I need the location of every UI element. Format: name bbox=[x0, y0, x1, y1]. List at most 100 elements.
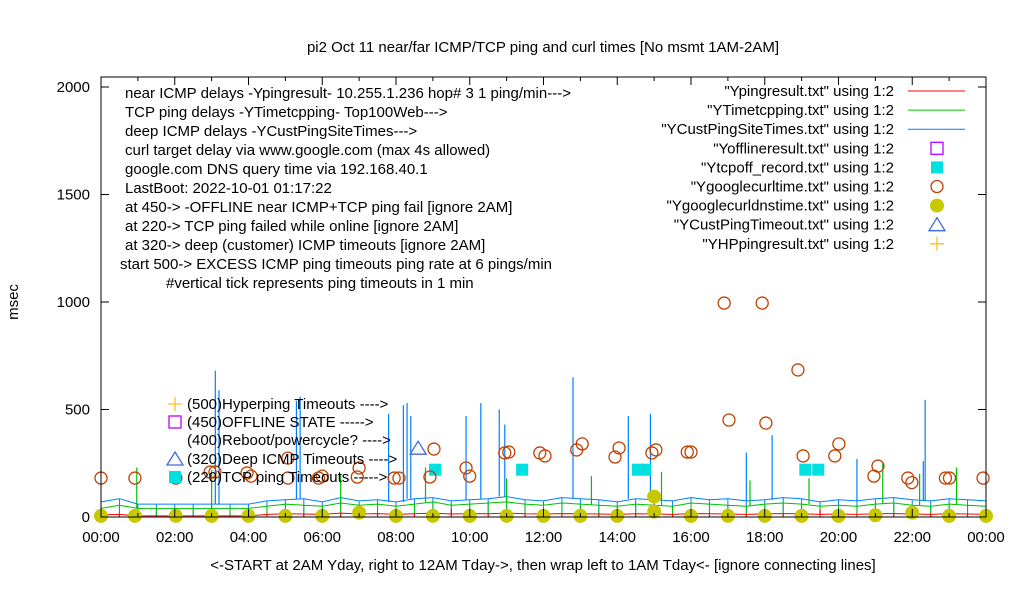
Ygooglecurltime-point bbox=[942, 471, 957, 485]
Ytcpoff_record-point bbox=[799, 463, 812, 476]
legend-label: "YTimetcpping.txt" using 1:2 bbox=[707, 102, 894, 119]
Ytcpoff_record-point bbox=[812, 463, 825, 476]
legend-marker-swatch bbox=[927, 216, 947, 232]
Ygooglecurltime-point bbox=[244, 469, 258, 483]
Ygooglecurltime-point bbox=[976, 471, 990, 485]
legend-marker-swatch bbox=[930, 141, 944, 155]
Ygooglecurltime-point bbox=[427, 442, 441, 456]
x-tick-label: 20:00 bbox=[820, 529, 858, 546]
x-tick-label: 08:00 bbox=[377, 529, 415, 546]
Ygooglecurltime-point bbox=[905, 475, 919, 490]
note-line: start 500-> EXCESS ICMP ping timeouts pi… bbox=[120, 256, 552, 273]
x-tick-label: 02:00 bbox=[156, 529, 194, 546]
marker-label-icon bbox=[165, 450, 185, 466]
note-line: google.com DNS query time via 192.168.40… bbox=[125, 161, 428, 178]
chart-title: pi2 Oct 11 near/far ICMP/TCP ping and cu… bbox=[307, 39, 779, 56]
Ygooglecurltime-point bbox=[612, 441, 626, 455]
note-line: at 450-> -OFFLINE near ICMP+TCP ping fai… bbox=[125, 199, 512, 216]
Ygooglecurltime-point bbox=[538, 449, 552, 463]
Ygooglecurldnstime-point bbox=[647, 504, 662, 519]
marker-label-icon bbox=[169, 471, 181, 483]
y-axis-label: msec bbox=[5, 284, 22, 320]
note-line: #vertical tick represents ping timeouts … bbox=[166, 275, 474, 292]
axes: 0 500 1000 1500 2000 00:00 02:00 04:00 06:00 08:0… bbox=[57, 76, 1005, 546]
note-line: at 320-> deep (customer) ICMP timeouts [… bbox=[125, 237, 485, 254]
Ygooglecurltime-point bbox=[871, 459, 885, 473]
marker-label: (400)Reboot/powercycle? ----> bbox=[187, 432, 391, 449]
x-tick-label: 14:00 bbox=[598, 529, 636, 546]
x-tick-label: 04:00 bbox=[230, 529, 268, 546]
Ygooglecurltime-point bbox=[645, 446, 659, 460]
Ygooglecurltime-point bbox=[502, 445, 516, 459]
x-tick-label: 10:00 bbox=[451, 529, 489, 546]
y-tick-label: 0 bbox=[82, 509, 90, 526]
legend-label: "Ygooglecurldnstime.txt" using 1:2 bbox=[667, 198, 894, 215]
annotation-notes: near ICMP delays -Ypingresult- 10.255.1.… bbox=[120, 85, 571, 292]
legend-label: "Yofflineresult.txt" using 1:2 bbox=[713, 140, 894, 157]
legend-marker-swatch bbox=[930, 179, 944, 194]
x-tick-label: 06:00 bbox=[303, 529, 341, 546]
x-tick-label: 18:00 bbox=[746, 529, 784, 546]
Ygooglecurltime-point bbox=[575, 437, 589, 451]
Ygooglecurldnstime-point bbox=[127, 508, 142, 523]
note-line: near ICMP delays -Ypingresult- 10.255.1.… bbox=[125, 85, 571, 102]
y-tick-label: 1000 bbox=[57, 294, 90, 311]
legend-label: "YHPpingresult.txt" using 1:2 bbox=[702, 236, 894, 253]
Ytcpoff_record-point bbox=[516, 463, 529, 476]
marker-label: (220)TCP ping Timeouts -----> bbox=[187, 469, 387, 486]
Ygooglecurltime-point bbox=[128, 471, 142, 485]
legend-marker-swatch bbox=[930, 198, 944, 213]
Ygooglecurltime-point bbox=[901, 471, 915, 485]
Ygooglecurltime-point bbox=[755, 296, 769, 310]
Ygooglecurltime-point bbox=[315, 469, 329, 483]
y-tick-label: 500 bbox=[65, 402, 90, 419]
Ytcpoff_record-point bbox=[638, 463, 651, 476]
note-line: at 220-> TCP ping failed while online [i… bbox=[125, 218, 458, 235]
Ygooglecurltime-point bbox=[649, 443, 663, 457]
Ygooglecurltime-point bbox=[684, 445, 698, 459]
Ygooglecurltime-point bbox=[791, 363, 805, 377]
Ygooglecurltime-point bbox=[608, 450, 622, 464]
x-axis-label: <-START at 2AM Yday, right to 12AM Tday-… bbox=[210, 557, 875, 574]
Ygooglecurltime-point bbox=[796, 449, 810, 463]
note-line: TCP ping delays -YTimetcpping- Top100Web… bbox=[125, 104, 448, 121]
marker-label-icon bbox=[168, 397, 182, 411]
Ygooglecurltime-point bbox=[392, 471, 406, 485]
Ygooglecurltime-point bbox=[281, 471, 295, 485]
legend-label: "Ypingresult.txt" using 1:2 bbox=[724, 83, 894, 100]
Ygooglecurltime-point bbox=[680, 445, 694, 459]
Ygooglecurltime-point bbox=[463, 469, 477, 483]
x-tick-label: 00:00 bbox=[967, 529, 1005, 546]
Ytcpoff_record-point bbox=[429, 463, 442, 476]
x-tick-label: 22:00 bbox=[893, 529, 931, 546]
legend-label: "Ytcpoff_record.txt" using 1:2 bbox=[701, 159, 894, 176]
y-tick-label: 1500 bbox=[57, 187, 90, 204]
marker-labels: (500)Hyperping Timeouts ---->(450)OFFLIN… bbox=[165, 396, 397, 486]
Ygooglecurltime-point bbox=[240, 466, 254, 480]
Ygooglecurldnstime-point bbox=[647, 489, 662, 504]
x-tick-label: 12:00 bbox=[525, 529, 563, 546]
Ygooglecurltime-point bbox=[203, 465, 217, 479]
YCustPingTimeout-point bbox=[408, 439, 428, 455]
Ygooglecurltime-point bbox=[832, 437, 846, 451]
legend-label: "YCustPingSiteTimes.txt" using 1:2 bbox=[661, 121, 894, 138]
marker-label-icon bbox=[168, 415, 182, 429]
Ygooglecurltime-point bbox=[423, 470, 437, 484]
marker-label: (450)OFFLINE STATE -----> bbox=[187, 414, 374, 431]
Ygooglecurltime-point bbox=[387, 471, 401, 485]
Ygooglecurltime-point bbox=[459, 461, 473, 475]
Ygooglecurltime-point bbox=[281, 451, 295, 465]
legend-marker-swatch bbox=[931, 161, 943, 174]
x-tick-label: 00:00 bbox=[82, 529, 120, 546]
marker-label: (320)Deep ICMP Timeouts ----> bbox=[187, 451, 397, 468]
legend-label: "Ygooglecurltime.txt" using 1:2 bbox=[691, 179, 894, 196]
x-tick-label: 16:00 bbox=[672, 529, 710, 546]
Ygooglecurltime-point bbox=[722, 413, 736, 427]
Ygooglecurldnstime-point bbox=[352, 505, 367, 520]
Ygooglecurldnstime-point bbox=[168, 508, 183, 523]
legend-marker-swatch bbox=[930, 236, 944, 251]
Ygooglecurltime-point bbox=[828, 449, 842, 463]
legend-label: "YCustPingTimeout.txt" using 1:2 bbox=[674, 217, 894, 234]
Ygooglecurltime-point bbox=[208, 465, 222, 479]
